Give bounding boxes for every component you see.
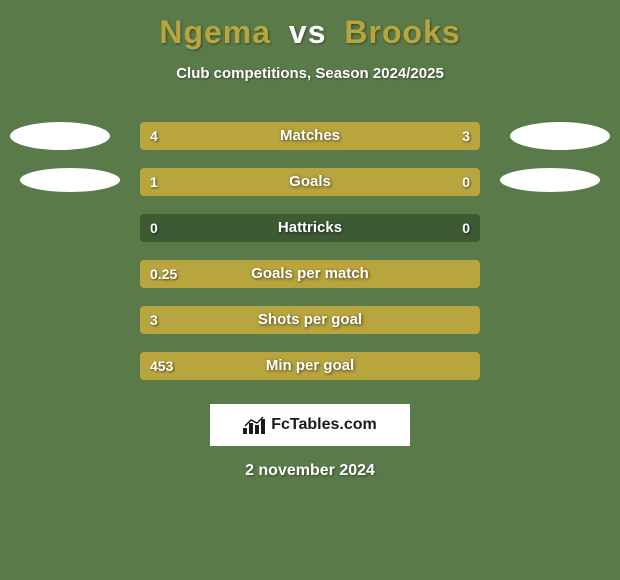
stat-label: Shots per goal	[140, 306, 480, 334]
stat-row: 10Goals	[0, 168, 620, 196]
page-title: Ngema vs Brooks	[0, 0, 620, 51]
stat-row: 00Hattricks	[0, 214, 620, 242]
player2-name: Brooks	[344, 14, 460, 50]
stat-label: Matches	[140, 122, 480, 150]
vs-text: vs	[289, 14, 327, 50]
logo-text: FcTables.com	[271, 416, 377, 434]
date-text: 2 november 2024	[0, 462, 620, 480]
logo-box: FcTables.com	[210, 404, 410, 446]
stats-chart: 43Matches 10Goals 00Hattricks 0.25Goals per…	[0, 122, 620, 380]
stat-label: Goals	[140, 168, 480, 196]
stat-label: Min per goal	[140, 352, 480, 380]
comparison-card: Ngema vs Brooks Club competitions, Seaso…	[0, 0, 620, 580]
player1-name: Ngema	[159, 14, 271, 50]
stat-rows: 43Matches 10Goals 00Hattricks 0.25Goals per…	[0, 122, 620, 380]
stat-row: 3Shots per goal	[0, 306, 620, 334]
stat-row: 0.25Goals per match	[0, 260, 620, 288]
stat-label: Hattricks	[140, 214, 480, 242]
stat-row: 453Min per goal	[0, 352, 620, 380]
subtitle: Club competitions, Season 2024/2025	[0, 65, 620, 82]
stat-label: Goals per match	[140, 260, 480, 288]
chart-icon	[243, 416, 265, 434]
stat-row: 43Matches	[0, 122, 620, 150]
